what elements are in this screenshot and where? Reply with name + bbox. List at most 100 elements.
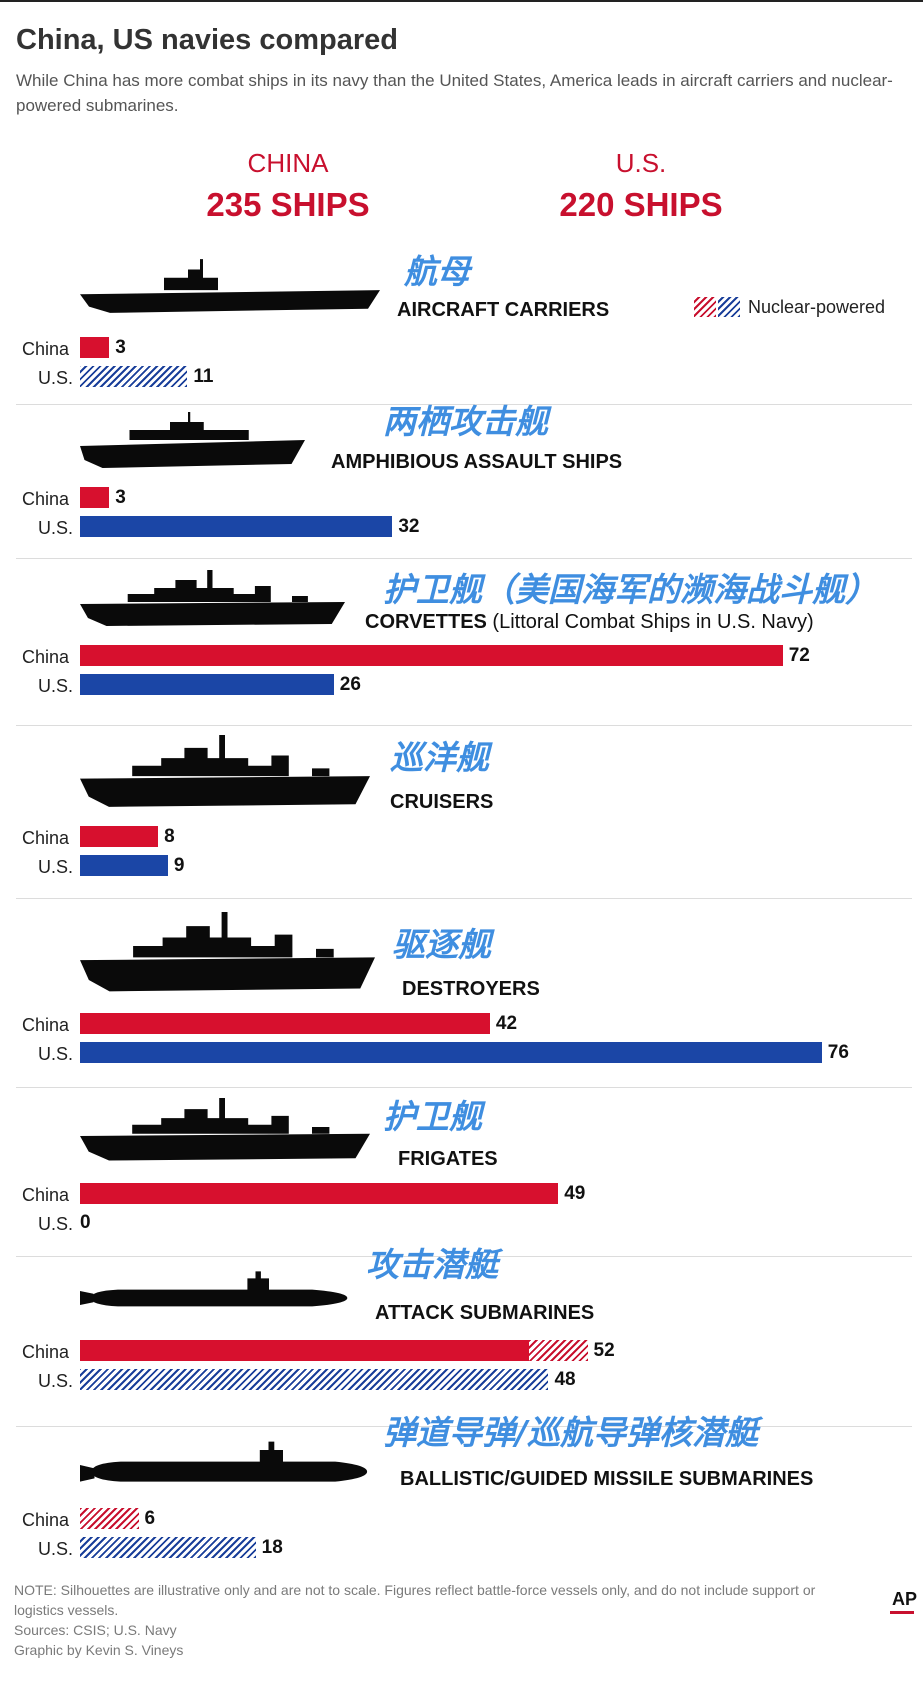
us-bar — [80, 366, 188, 387]
china-bar — [80, 645, 783, 666]
us-value: 11 — [193, 366, 214, 387]
category-separator — [16, 1426, 912, 1427]
us-bar — [80, 855, 168, 876]
category-label: BALLISTIC/GUIDED MISSILE SUBMARINES — [400, 1467, 813, 1491]
category-chinese-label: 巡洋舰 — [390, 738, 489, 777]
footnote-credit: Graphic by Kevin S. Vineys — [14, 1642, 184, 1658]
china-row-label: China — [22, 1510, 70, 1530]
category-label: ATTACK SUBMARINES — [375, 1301, 594, 1325]
category-label-text: ATTACK SUBMARINES — [375, 1302, 595, 1324]
china-value: 3 — [115, 337, 126, 358]
us-bar — [80, 674, 334, 695]
us-value: 32 — [398, 516, 420, 537]
category-label: CORVETTES (Littoral Combat Ships in U.S.… — [365, 610, 814, 634]
category-label-text: DESTROYERS — [402, 978, 540, 1000]
category-chinese-label: 护卫舰（美国海军的濒海战斗舰） — [383, 570, 878, 609]
chart-subtitle: While China has more combat ships in its… — [16, 71, 893, 115]
us-total-name: U.S. — [615, 148, 667, 178]
category-separator — [16, 898, 912, 899]
submarine-silhouette-icon — [80, 1270, 350, 1312]
us-row-label: U.S. — [38, 368, 74, 388]
us-bar-conventional — [80, 855, 168, 876]
ap-logo-underline — [890, 1611, 914, 1614]
carrier-silhouette-icon — [80, 255, 380, 317]
category-label-text: FRIGATES — [398, 1148, 498, 1170]
us-bar-conventional — [80, 1042, 822, 1063]
category-chinese-label: 航母 — [404, 252, 470, 291]
amphibious-ship-silhouette-icon — [80, 412, 305, 472]
china-value: 49 — [564, 1183, 586, 1204]
legend-label: Nuclear-powered — [748, 296, 886, 317]
us-row-label: U.S. — [38, 1371, 74, 1391]
category-label-note: (Littoral Combat Ships in U.S. Navy) — [486, 611, 814, 633]
category-label-text: CRUISERS — [390, 791, 494, 813]
category-label: AMPHIBIOUS ASSAULT SHIPS — [331, 450, 622, 474]
china-row-label: China — [22, 828, 70, 848]
china-bar-conventional — [80, 1340, 529, 1361]
category-chinese-label: 驱逐舰 — [392, 925, 491, 964]
china-bar-conventional — [80, 1013, 490, 1034]
footnote-note: NOTE: Silhouettes are illustrative only … — [14, 1582, 816, 1618]
china-row-label: China — [22, 489, 70, 509]
category-separator — [16, 558, 912, 559]
category-label-text: BALLISTIC/GUIDED MISSILE SUBMARINES — [400, 1468, 814, 1490]
china-bar — [80, 337, 110, 358]
china-row-label: China — [22, 647, 70, 667]
us-bar — [80, 1537, 256, 1558]
china-row-label: China — [22, 1185, 70, 1205]
china-row-label: China — [22, 1015, 70, 1035]
category-label-text: AIRCRAFT CARRIERS — [397, 299, 610, 321]
cruiser-silhouette-icon — [80, 735, 370, 812]
category-label-text: AMPHIBIOUS ASSAULT SHIPS — [331, 451, 623, 473]
category-chinese-label: 弹道导弹/巡航导弹核潜艇 — [383, 1413, 759, 1452]
legend: Nuclear-powered — [694, 296, 885, 318]
china-value: 42 — [495, 1013, 518, 1034]
us-bar — [80, 1369, 549, 1390]
us-bar-nuclear — [80, 366, 188, 387]
category-chinese-label: 两栖攻击舰 — [383, 402, 548, 441]
frigate-silhouette-icon — [80, 1098, 370, 1165]
china-bar-nuclear — [80, 1508, 139, 1529]
ap-logo: AP — [892, 1589, 918, 1609]
china-value: 8 — [164, 826, 175, 847]
top-rule — [0, 0, 923, 2]
us-value: 18 — [261, 1537, 283, 1558]
china-value: 52 — [593, 1340, 615, 1361]
category-label: AIRCRAFT CARRIERS — [397, 298, 609, 322]
china-bar-conventional — [80, 645, 783, 666]
chart-title: China, US navies compared — [16, 24, 398, 56]
category-label: FRIGATES — [398, 1147, 498, 1171]
us-bar-conventional — [80, 674, 334, 695]
category-label-text: CORVETTES — [365, 611, 487, 633]
category-label: DESTROYERS — [402, 977, 540, 1001]
category-separator — [16, 404, 912, 405]
destroyer-silhouette-icon — [80, 912, 375, 997]
us-bar — [80, 1042, 822, 1063]
china-row-label: China — [22, 339, 70, 359]
china-bar — [80, 1013, 490, 1034]
category-separator — [16, 1087, 912, 1088]
legend-swatch-china-nuclear — [694, 297, 716, 317]
us-row-label: U.S. — [38, 1044, 74, 1064]
china-value: 72 — [788, 645, 810, 666]
category-separator — [16, 725, 912, 726]
us-row-label: U.S. — [38, 518, 74, 538]
category-separator — [16, 1256, 912, 1257]
china-total-count: 235 SHIPS — [206, 186, 370, 223]
us-row-label: U.S. — [38, 1539, 74, 1559]
china-bar — [80, 1340, 588, 1361]
us-value: 9 — [173, 855, 185, 876]
china-bar — [80, 487, 110, 508]
us-row-label: U.S. — [38, 857, 74, 877]
missile-submarine-silhouette-icon — [80, 1440, 370, 1490]
china-bar-conventional — [80, 337, 110, 358]
us-bar-conventional — [80, 516, 393, 537]
category-chinese-label: 攻击潜艇 — [366, 1245, 498, 1284]
china-bar-conventional — [80, 1183, 559, 1204]
us-row-label: U.S. — [38, 1214, 74, 1234]
footnote-sources: Sources: CSIS; U.S. Navy — [14, 1622, 177, 1638]
us-value: 48 — [554, 1369, 576, 1390]
us-row-label: U.S. — [38, 676, 74, 696]
us-bar — [80, 516, 393, 537]
china-bar-conventional — [80, 826, 159, 847]
